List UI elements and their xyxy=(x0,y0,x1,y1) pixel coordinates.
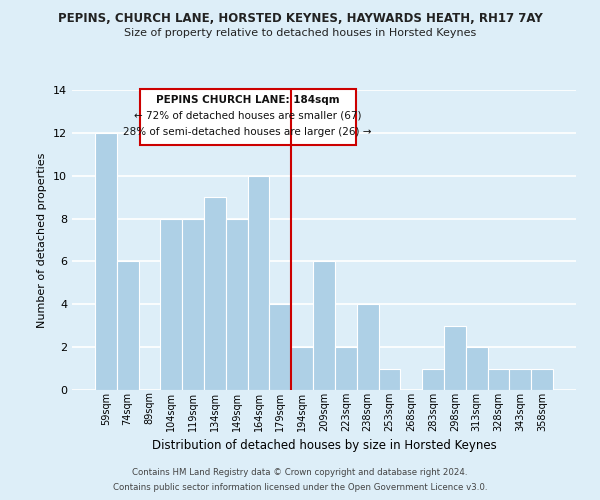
Bar xyxy=(509,368,531,390)
Bar xyxy=(488,368,509,390)
Bar xyxy=(204,197,226,390)
Text: PEPINS CHURCH LANE: 184sqm: PEPINS CHURCH LANE: 184sqm xyxy=(156,94,340,104)
Bar xyxy=(95,133,117,390)
Text: Size of property relative to detached houses in Horsted Keynes: Size of property relative to detached ho… xyxy=(124,28,476,38)
Bar xyxy=(182,218,204,390)
Bar xyxy=(357,304,379,390)
Bar xyxy=(248,176,269,390)
Text: PEPINS, CHURCH LANE, HORSTED KEYNES, HAYWARDS HEATH, RH17 7AY: PEPINS, CHURCH LANE, HORSTED KEYNES, HAY… xyxy=(58,12,542,26)
Bar xyxy=(531,368,553,390)
Text: Contains public sector information licensed under the Open Government Licence v3: Contains public sector information licen… xyxy=(113,483,487,492)
Bar xyxy=(444,326,466,390)
FancyBboxPatch shape xyxy=(140,89,356,144)
X-axis label: Distribution of detached houses by size in Horsted Keynes: Distribution of detached houses by size … xyxy=(152,439,496,452)
Text: ← 72% of detached houses are smaller (67): ← 72% of detached houses are smaller (67… xyxy=(134,110,361,120)
Bar xyxy=(379,368,400,390)
Bar xyxy=(313,262,335,390)
Bar xyxy=(291,347,313,390)
Bar xyxy=(422,368,444,390)
Text: 28% of semi-detached houses are larger (26) →: 28% of semi-detached houses are larger (… xyxy=(124,127,372,137)
Bar xyxy=(466,347,488,390)
Bar xyxy=(269,304,291,390)
Bar xyxy=(117,262,139,390)
Text: Contains HM Land Registry data © Crown copyright and database right 2024.: Contains HM Land Registry data © Crown c… xyxy=(132,468,468,477)
Y-axis label: Number of detached properties: Number of detached properties xyxy=(37,152,47,328)
Bar xyxy=(335,347,357,390)
Bar xyxy=(160,218,182,390)
Bar xyxy=(226,218,248,390)
